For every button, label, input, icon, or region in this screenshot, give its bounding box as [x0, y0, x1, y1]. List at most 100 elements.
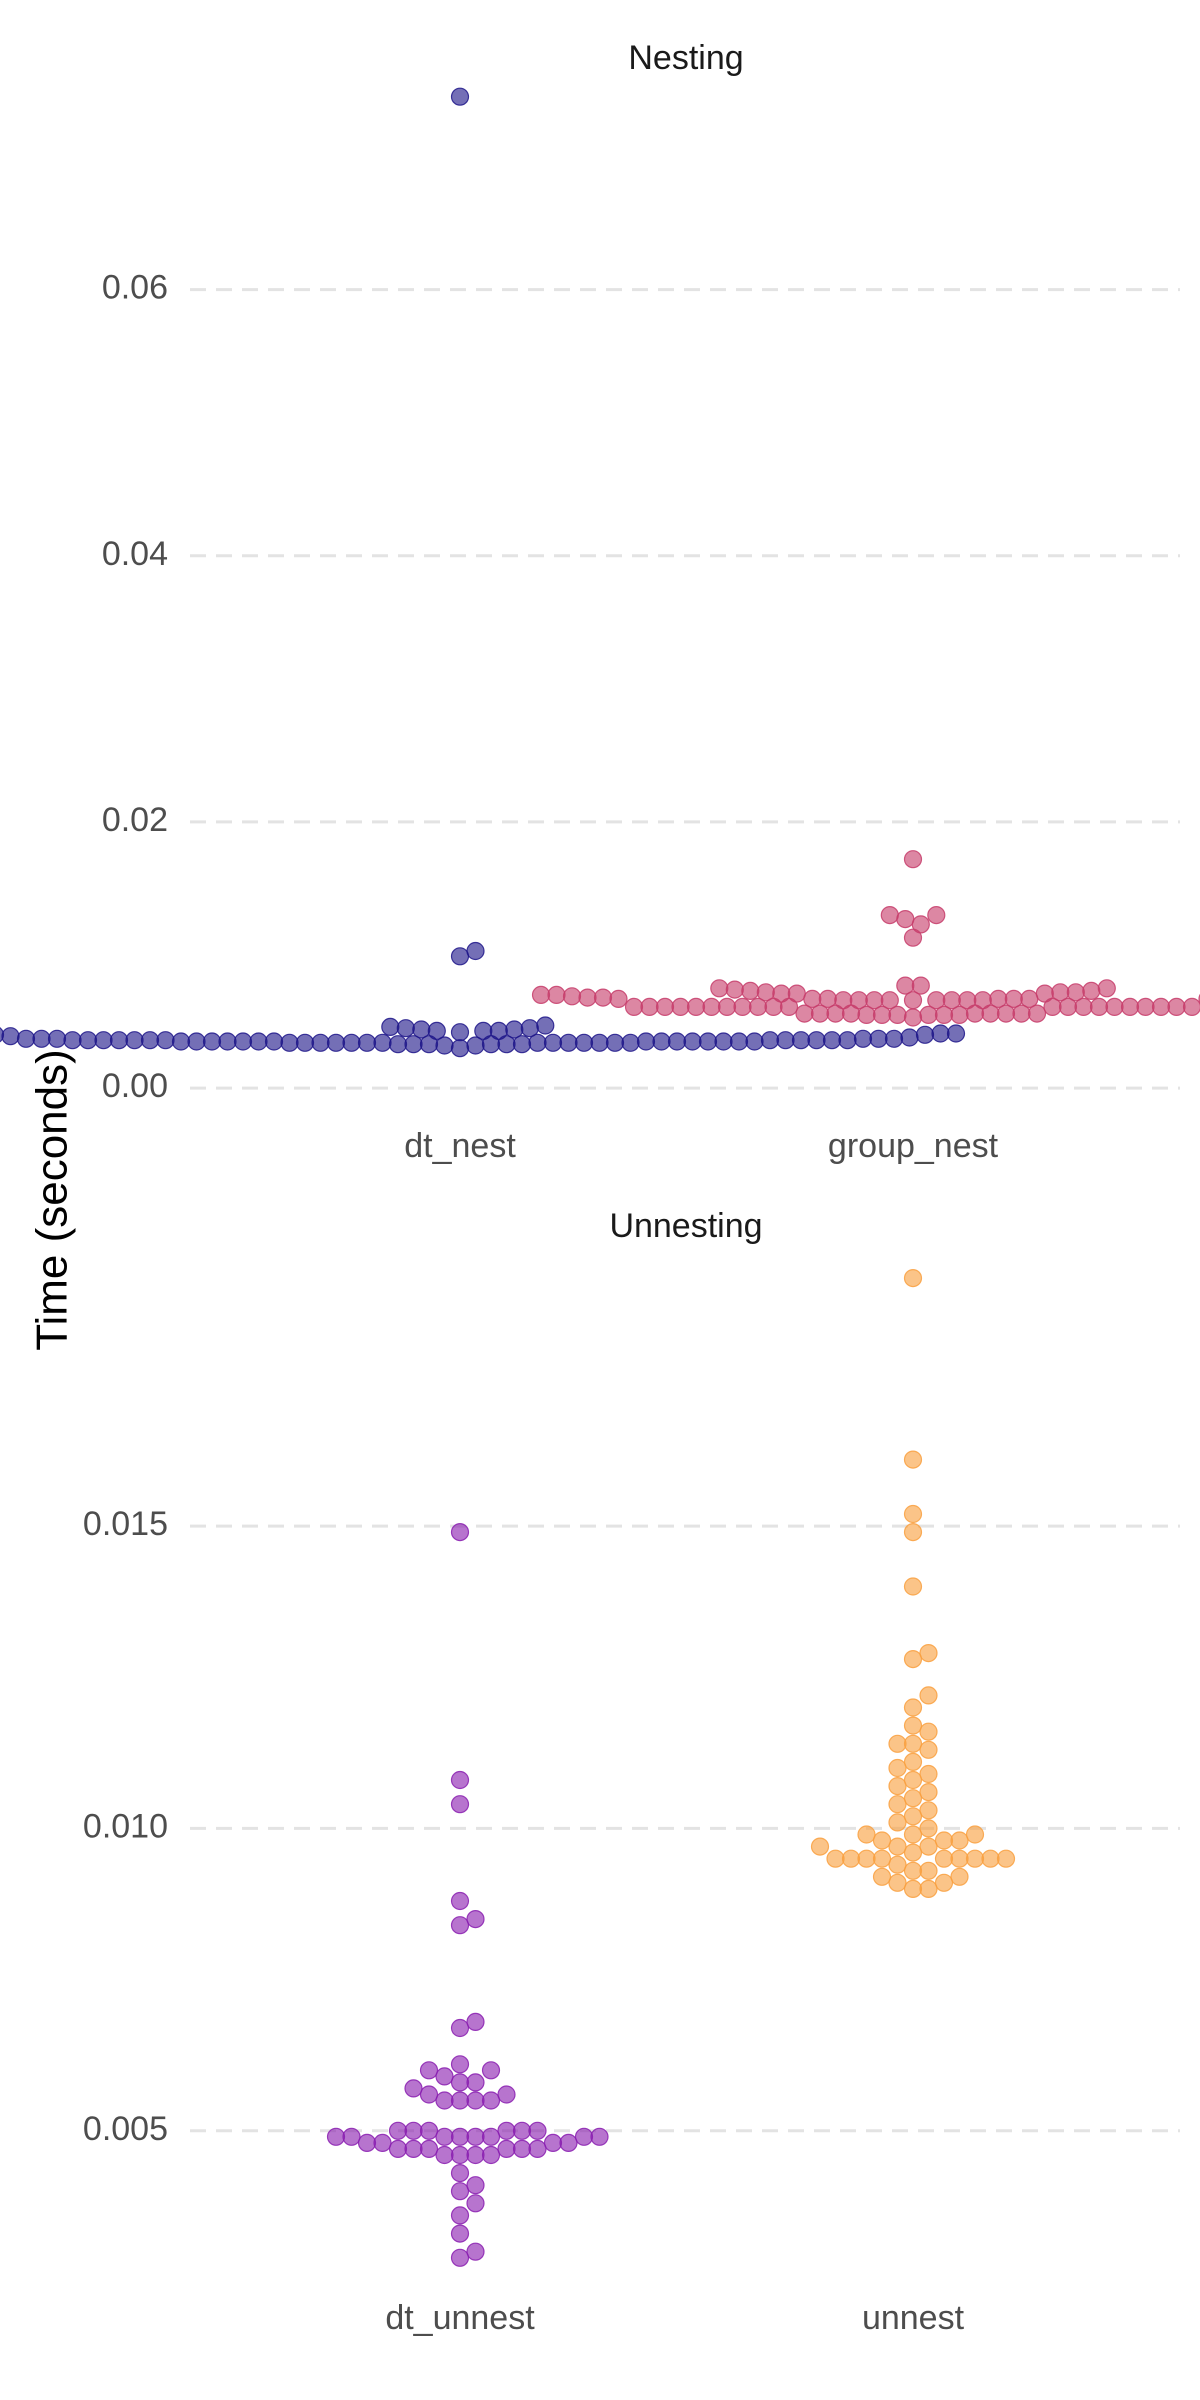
data-point [357, 1033, 377, 1052]
data-point [1120, 997, 1140, 1017]
data-point [698, 1032, 718, 1051]
data-point [1035, 984, 1054, 1003]
data-point [884, 1029, 904, 1048]
data-point [950, 1867, 969, 1886]
data-point [671, 997, 690, 1017]
data-point [342, 2127, 361, 2146]
data-point [543, 2133, 563, 2152]
data-point [807, 1031, 826, 1050]
data-point [686, 997, 706, 1017]
data-point [412, 1020, 431, 1039]
data-point [903, 1879, 923, 1899]
data-point [450, 1522, 470, 1542]
data-point [590, 2127, 609, 2146]
data-point [965, 1849, 985, 1868]
data-point [450, 2127, 470, 2146]
data-point [1027, 1004, 1047, 1023]
data-point [450, 2091, 470, 2110]
data-point [787, 984, 806, 1003]
data-point [741, 981, 760, 1001]
data-point [919, 1861, 938, 1880]
data-point [512, 2139, 532, 2158]
data-point [1182, 997, 1200, 1016]
data-point [435, 2067, 454, 2086]
data-point [702, 997, 721, 1017]
data-point [919, 1740, 938, 1759]
data-point [756, 983, 775, 1002]
x-category-label: dt_nest [404, 1127, 516, 1165]
data-point [520, 1019, 539, 1038]
data-point [47, 1029, 67, 1048]
data-point [903, 991, 923, 1010]
data-point [450, 1795, 470, 1814]
data-point [803, 989, 822, 1009]
data-point [791, 1031, 811, 1050]
data-point [450, 2164, 470, 2183]
data-point [404, 2139, 423, 2158]
data-point [1167, 997, 1186, 1017]
data-point [880, 905, 899, 925]
data-point [78, 1031, 98, 1050]
data-point [640, 997, 659, 1017]
data-point [326, 2127, 346, 2146]
data-point [357, 2133, 377, 2152]
data-point [404, 2079, 423, 2098]
data-point [202, 1032, 222, 1051]
data-point [841, 1849, 861, 1868]
data-point [733, 997, 752, 1017]
data-point [714, 1032, 733, 1051]
data-point [950, 1849, 969, 1868]
data-point [388, 2139, 408, 2158]
data-point [497, 2085, 516, 2104]
data-point [16, 1029, 36, 1048]
data-point [373, 2133, 392, 2152]
data-point [450, 1039, 470, 1058]
data-point [810, 1837, 830, 1856]
data-point [888, 1734, 907, 1753]
y-tick-label: 0.010 [83, 1807, 168, 1845]
data-point [466, 2242, 485, 2261]
data-point [834, 991, 853, 1010]
data-point [1151, 997, 1171, 1017]
data-point [450, 1916, 470, 1935]
data-point [474, 1021, 493, 1041]
data-point [896, 909, 915, 929]
data-point [466, 2091, 485, 2110]
data-point [280, 1033, 299, 1052]
data-point [419, 2085, 439, 2104]
data-point [1004, 989, 1023, 1009]
data-point [450, 2224, 470, 2243]
data-point [900, 1028, 919, 1047]
data-point [934, 1873, 954, 1892]
data-point [388, 1035, 408, 1054]
data-point [528, 2121, 547, 2140]
data-point [903, 1268, 923, 1288]
data-point [466, 2012, 485, 2032]
data-point [919, 1879, 938, 1899]
data-point [125, 1031, 144, 1050]
data-point [919, 1722, 938, 1741]
data-point [981, 1849, 1000, 1868]
data-point [543, 1033, 563, 1052]
data-point [903, 1522, 923, 1542]
data-point [427, 1021, 446, 1041]
data-point [396, 1019, 415, 1038]
data-point [624, 997, 644, 1017]
data-point [450, 2145, 470, 2165]
data-point [621, 1033, 640, 1052]
data-point [934, 1849, 954, 1868]
data-point [419, 2121, 439, 2140]
data-point [958, 991, 977, 1010]
data-point [919, 1837, 938, 1856]
data-point [311, 1033, 330, 1052]
data-point [419, 2061, 439, 2080]
data-point [1051, 983, 1070, 1002]
data-point [818, 989, 837, 1009]
data-point [450, 2182, 470, 2201]
panel-unnesting: Unnesting 0.005 0.010 0.015 dt_unnest unnest [83, 1207, 1180, 2337]
data-point [536, 1016, 555, 1035]
data-point [903, 1770, 923, 1790]
data-point [872, 1867, 892, 1886]
panel-title: Nesting [628, 39, 743, 77]
